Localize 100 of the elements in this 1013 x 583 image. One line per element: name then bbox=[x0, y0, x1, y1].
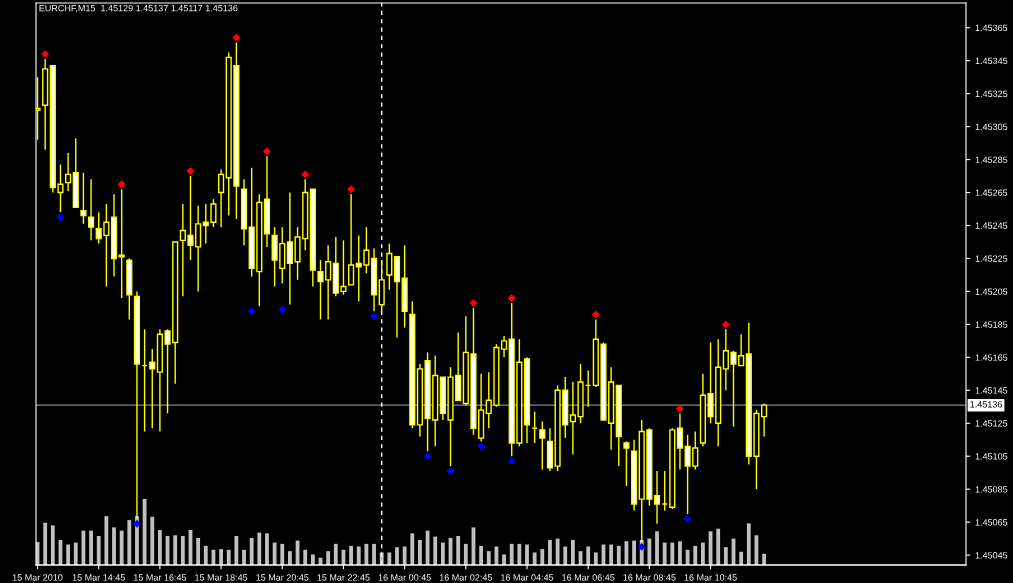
point bbox=[186, 167, 195, 176]
candlestick bbox=[80, 172, 87, 225]
candlestick bbox=[118, 188, 125, 299]
candlestick bbox=[217, 168, 225, 228]
bar bbox=[356, 546, 361, 565]
point bbox=[637, 542, 646, 551]
point bbox=[446, 467, 455, 475]
candlestick bbox=[500, 335, 508, 359]
point bbox=[41, 50, 50, 59]
bar bbox=[73, 542, 78, 565]
bar bbox=[288, 551, 292, 565]
point bbox=[591, 310, 600, 319]
candlestick bbox=[676, 412, 684, 471]
x-tick-label: 16 Mar 04:45 bbox=[501, 574, 554, 581]
y-tick-label: 1.45045 bbox=[975, 552, 1008, 559]
bar bbox=[494, 546, 499, 565]
bar bbox=[395, 547, 399, 565]
bar bbox=[349, 545, 354, 565]
bar bbox=[479, 545, 484, 565]
bar bbox=[257, 532, 262, 565]
bar bbox=[563, 546, 568, 565]
y-tick-label: 1.45265 bbox=[975, 189, 1008, 196]
x-tick-label: 15 Mar 2010 bbox=[12, 574, 63, 581]
bar bbox=[555, 538, 560, 565]
bar bbox=[66, 544, 71, 565]
bar bbox=[226, 549, 231, 565]
bar bbox=[157, 530, 162, 565]
bar bbox=[402, 546, 407, 565]
point bbox=[683, 514, 692, 523]
bar bbox=[410, 533, 415, 565]
bar bbox=[142, 499, 147, 565]
bar bbox=[486, 551, 491, 565]
y-tick-label: 1.45145 bbox=[975, 387, 1008, 394]
y-tick-label: 1.45205 bbox=[975, 288, 1008, 295]
point bbox=[56, 213, 65, 222]
x-tick-label: 16 Mar 06:45 bbox=[562, 574, 615, 581]
x-tick-label: 15 Mar 22:45 bbox=[317, 574, 370, 581]
x-tick-label: 15 Mar 16:45 bbox=[133, 574, 187, 581]
point bbox=[347, 185, 356, 194]
candlestick bbox=[539, 420, 546, 471]
bar bbox=[609, 544, 614, 565]
y-tick-label: 1.45225 bbox=[975, 255, 1008, 262]
y-tick-label: 1.45245 bbox=[975, 222, 1008, 229]
y-tick-label: 1.45125 bbox=[975, 420, 1008, 427]
point bbox=[507, 457, 516, 466]
chart-title: EURCHF,M15 1.45129 1.45137 1.45117 1.45136 bbox=[39, 4, 238, 13]
bar bbox=[272, 542, 277, 565]
bar bbox=[723, 547, 728, 565]
bar bbox=[502, 554, 506, 565]
bar bbox=[509, 543, 514, 565]
bar bbox=[586, 546, 591, 565]
bar bbox=[280, 543, 285, 565]
point bbox=[278, 305, 287, 314]
bar bbox=[173, 535, 178, 565]
x-tick-label: 15 Mar 18:45 bbox=[195, 574, 248, 581]
bar bbox=[418, 539, 422, 565]
point bbox=[423, 452, 432, 461]
bar bbox=[249, 537, 254, 565]
bar bbox=[303, 549, 308, 565]
y-tick-label: 1.45345 bbox=[975, 57, 1008, 65]
point bbox=[133, 519, 141, 528]
bar bbox=[265, 533, 269, 565]
bar bbox=[119, 530, 124, 565]
bar bbox=[96, 535, 101, 565]
bar bbox=[693, 545, 698, 565]
bar bbox=[632, 540, 636, 565]
bar bbox=[532, 552, 537, 565]
bar bbox=[525, 544, 529, 565]
candlestick bbox=[65, 152, 72, 192]
bar bbox=[104, 516, 109, 565]
candlestick bbox=[87, 178, 95, 242]
y-tick-label: 1.45105 bbox=[975, 453, 1008, 460]
bar bbox=[655, 531, 659, 565]
bar bbox=[739, 551, 744, 565]
bar bbox=[440, 542, 445, 565]
x-tick-label: 15 Mar 20:45 bbox=[256, 574, 309, 581]
bar bbox=[234, 535, 239, 565]
y-tick-label: 1.45285 bbox=[975, 156, 1008, 163]
point bbox=[232, 33, 241, 42]
point bbox=[370, 312, 378, 321]
candlestick bbox=[348, 193, 355, 286]
bar bbox=[364, 543, 369, 565]
candlestick bbox=[149, 348, 156, 429]
bar bbox=[670, 542, 675, 565]
bar bbox=[540, 549, 545, 565]
y-tick-label: 1.45185 bbox=[975, 321, 1008, 328]
bar bbox=[762, 553, 766, 565]
bar bbox=[678, 541, 682, 565]
bar bbox=[372, 543, 376, 565]
point bbox=[507, 294, 516, 302]
y-tick-label: 1.45365 bbox=[975, 24, 1008, 32]
point bbox=[721, 320, 730, 329]
bar bbox=[517, 543, 522, 565]
bar bbox=[433, 536, 438, 565]
point bbox=[477, 442, 486, 451]
bar bbox=[685, 549, 690, 565]
x-tick-label: 15 Mar 14:45 bbox=[72, 574, 125, 581]
bar bbox=[616, 545, 621, 565]
point bbox=[117, 180, 126, 189]
candlestick bbox=[653, 470, 661, 525]
